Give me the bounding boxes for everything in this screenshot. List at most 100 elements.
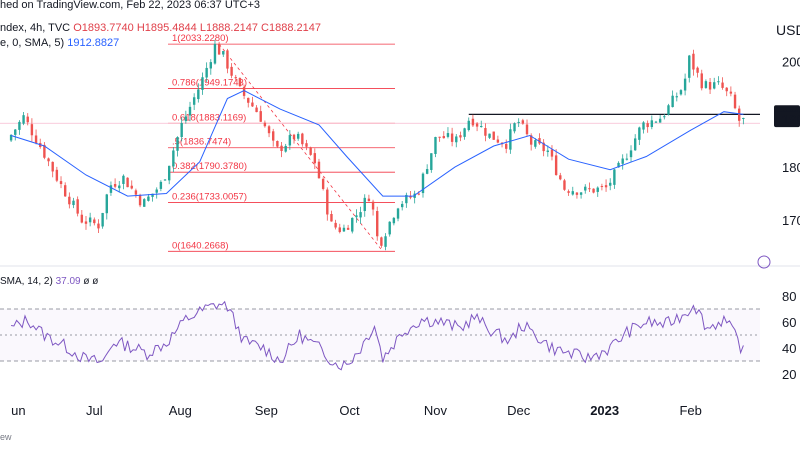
candle-body xyxy=(405,194,408,204)
candle-body xyxy=(34,135,38,144)
candle-body xyxy=(554,155,558,176)
fib-level-label: .5(1836.7474) xyxy=(172,137,231,148)
candle-body xyxy=(330,213,333,222)
candle-body xyxy=(309,147,312,155)
candle-body xyxy=(654,121,658,123)
candle-body xyxy=(438,136,441,138)
candle-body xyxy=(267,126,271,134)
alert-icon xyxy=(757,255,771,269)
time-axis-label: Dec xyxy=(507,403,531,418)
candle-body xyxy=(392,217,396,224)
candle-body xyxy=(600,186,604,188)
candle-body xyxy=(638,127,641,140)
candle-body xyxy=(118,185,121,189)
fib-level-label: 0.236(1733.0057) xyxy=(172,191,247,202)
candle-body xyxy=(658,118,662,123)
candle-body xyxy=(475,123,479,127)
price-axis-highlight-bg xyxy=(774,111,800,128)
time-axis-label: Feb xyxy=(679,403,701,418)
candle-body xyxy=(172,150,175,167)
candle-body xyxy=(642,122,645,130)
candle-body xyxy=(263,122,267,127)
candle-body xyxy=(68,196,71,205)
candle-body xyxy=(101,212,104,227)
fib-level-label: 0(1640.2668) xyxy=(172,240,229,251)
candle-body xyxy=(742,117,745,119)
candle-body xyxy=(667,105,670,115)
candle-body xyxy=(450,133,454,142)
currency-text: USD xyxy=(776,22,800,38)
candle-body xyxy=(663,116,666,118)
candle-body xyxy=(97,223,100,229)
candle-body xyxy=(480,125,483,128)
candle-body xyxy=(442,136,445,139)
candle-body xyxy=(18,121,21,130)
candle-body xyxy=(93,219,96,224)
candle-body xyxy=(143,199,146,207)
candle-body xyxy=(334,222,337,228)
candle-body xyxy=(384,236,387,247)
candle-body xyxy=(367,198,371,202)
candle-body xyxy=(238,77,242,87)
rsi-axis-tick: 40 xyxy=(782,341,796,356)
candle-body xyxy=(321,178,325,189)
candle-body xyxy=(180,123,183,138)
candle-body xyxy=(413,193,416,198)
candle-body xyxy=(222,51,225,55)
time-axis-label: Nov xyxy=(424,403,448,418)
candle-body xyxy=(184,116,188,122)
rsi-header: SMA, 14, 2) 37.09 ø ø xyxy=(0,276,98,287)
candle-body xyxy=(301,133,304,145)
candle-body xyxy=(380,237,383,246)
candle-body xyxy=(609,182,612,186)
candle-body xyxy=(88,217,92,223)
candle-body xyxy=(130,185,133,189)
candle-body xyxy=(579,192,583,195)
candle-body xyxy=(517,121,520,123)
price-axis-tick: 200 xyxy=(782,55,800,70)
candle-body xyxy=(151,193,154,197)
candle-body xyxy=(575,192,579,195)
candle-body xyxy=(288,135,292,146)
ma-value: 1912.8827 xyxy=(67,37,120,49)
candle-body xyxy=(242,87,246,96)
candle-body xyxy=(584,186,587,191)
footer-text: ew xyxy=(0,432,12,442)
time-axis-label: Aug xyxy=(169,403,192,418)
currency-label: USD xyxy=(776,22,800,38)
candle-body xyxy=(704,81,708,88)
candle-body xyxy=(621,158,624,164)
candle-body xyxy=(708,82,712,90)
ohlc-close: C1888.2147 xyxy=(261,22,321,34)
candle-body xyxy=(488,133,491,138)
candle-body xyxy=(201,77,204,90)
candle-body xyxy=(51,161,54,172)
candle-body xyxy=(455,136,458,143)
candle-body xyxy=(671,95,674,108)
candle-body xyxy=(247,97,250,103)
candle-body xyxy=(105,194,108,214)
candle-body xyxy=(9,134,13,141)
candle-body xyxy=(84,221,88,224)
candle-body xyxy=(550,149,554,157)
candle-body xyxy=(176,137,179,151)
candle-body xyxy=(729,91,733,94)
candle-body xyxy=(305,143,308,147)
candle-body xyxy=(529,135,533,145)
candle-body xyxy=(134,190,138,195)
rsi-axis-tick: 80 xyxy=(782,289,796,304)
candle-body xyxy=(467,120,470,131)
ohlc-open: O1893.7740 xyxy=(73,22,134,34)
candle-body xyxy=(147,196,150,201)
candle-body xyxy=(692,53,695,70)
candle-body xyxy=(30,124,34,136)
candle-body xyxy=(255,107,258,113)
candle-body xyxy=(571,191,574,195)
symbol-text: ndex, 4h, TVC xyxy=(0,22,71,34)
candle-body xyxy=(126,177,129,188)
candle-body xyxy=(725,87,728,92)
candle-body xyxy=(471,118,475,126)
candle-body xyxy=(721,82,724,88)
candle-body xyxy=(633,138,637,151)
